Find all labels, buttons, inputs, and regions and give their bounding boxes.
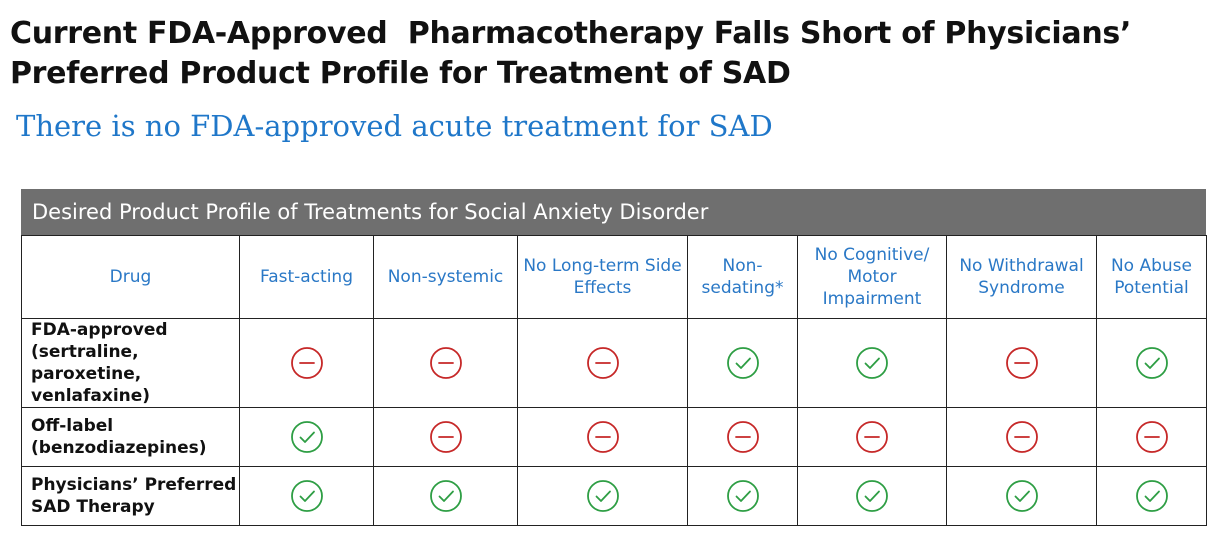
minus-circle-icon — [586, 420, 620, 454]
minus-circle-icon — [429, 420, 463, 454]
minus-circle-icon — [1005, 346, 1039, 380]
table-cell — [946, 318, 1097, 408]
column-header-non-sedating: Non-sedating* — [687, 235, 798, 319]
table-cell — [797, 318, 947, 408]
check-circle-icon — [290, 479, 324, 513]
table-cell — [239, 407, 374, 467]
check-circle-icon — [726, 346, 760, 380]
check-circle-icon — [855, 479, 889, 513]
table-cell — [239, 318, 374, 408]
minus-circle-icon — [290, 346, 324, 380]
table-cell — [373, 318, 518, 408]
table-row: Off-label (benzodiazepines) — [21, 407, 1207, 467]
table-cell — [517, 318, 688, 408]
column-header-no-withdrawal-syndrome: No Withdrawal Syndrome — [946, 235, 1097, 319]
table-cell — [946, 466, 1097, 526]
minus-circle-icon — [726, 420, 760, 454]
table-cell — [946, 407, 1097, 467]
table-row: Physicians’ Preferred SAD Therapy — [21, 466, 1207, 526]
table-cell — [797, 466, 947, 526]
column-header-no-long-term-side-effects: No Long-term Side Effects — [517, 235, 688, 319]
column-header-no-cognitive-motor-impairment: No Cognitive/ Motor Impairment — [797, 235, 947, 319]
table-cell — [517, 466, 688, 526]
column-header-no-abuse-potential: No Abuse Potential — [1096, 235, 1207, 319]
check-circle-icon — [855, 346, 889, 380]
check-circle-icon — [726, 479, 760, 513]
column-header-fast-acting: Fast-acting — [239, 235, 374, 319]
table-cell — [239, 466, 374, 526]
table-header: Desired Product Profile of Treatments fo… — [21, 189, 1206, 235]
check-circle-icon — [1135, 479, 1169, 513]
minus-circle-icon — [586, 346, 620, 380]
page-subtitle: There is no FDA-approved acute treatment… — [16, 109, 773, 143]
check-circle-icon — [1005, 479, 1039, 513]
minus-circle-icon — [1135, 420, 1169, 454]
column-header-row: Drug Fast-acting Non-systemic No Long-te… — [21, 235, 1207, 319]
page-title: Current FDA-Approved Pharmacotherapy Fal… — [10, 16, 1142, 91]
row-label: Physicians’ Preferred SAD Therapy — [21, 466, 240, 526]
table-cell — [797, 407, 947, 467]
table-cell — [1096, 318, 1207, 408]
column-header-drug: Drug — [21, 235, 240, 319]
minus-circle-icon — [429, 346, 463, 380]
table-cell — [687, 466, 798, 526]
check-circle-icon — [429, 479, 463, 513]
table-cell — [687, 407, 798, 467]
table-cell — [517, 407, 688, 467]
table-cell — [373, 407, 518, 467]
column-header-non-systemic: Non-systemic — [373, 235, 518, 319]
comparison-table: Drug Fast-acting Non-systemic No Long-te… — [21, 235, 1207, 526]
minus-circle-icon — [1005, 420, 1039, 454]
table-row: FDA-approved (sertraline, paroxetine, ve… — [21, 318, 1207, 408]
table-cell — [373, 466, 518, 526]
check-circle-icon — [1135, 346, 1169, 380]
row-label: Off-label (benzodiazepines) — [21, 407, 240, 467]
table-cell — [1096, 466, 1207, 526]
table-cell — [687, 318, 798, 408]
row-label: FDA-approved (sertraline, paroxetine, ve… — [21, 318, 240, 408]
minus-circle-icon — [855, 420, 889, 454]
check-circle-icon — [290, 420, 324, 454]
table-cell — [1096, 407, 1207, 467]
check-circle-icon — [586, 479, 620, 513]
product-profile-table: Desired Product Profile of Treatments fo… — [21, 189, 1207, 526]
